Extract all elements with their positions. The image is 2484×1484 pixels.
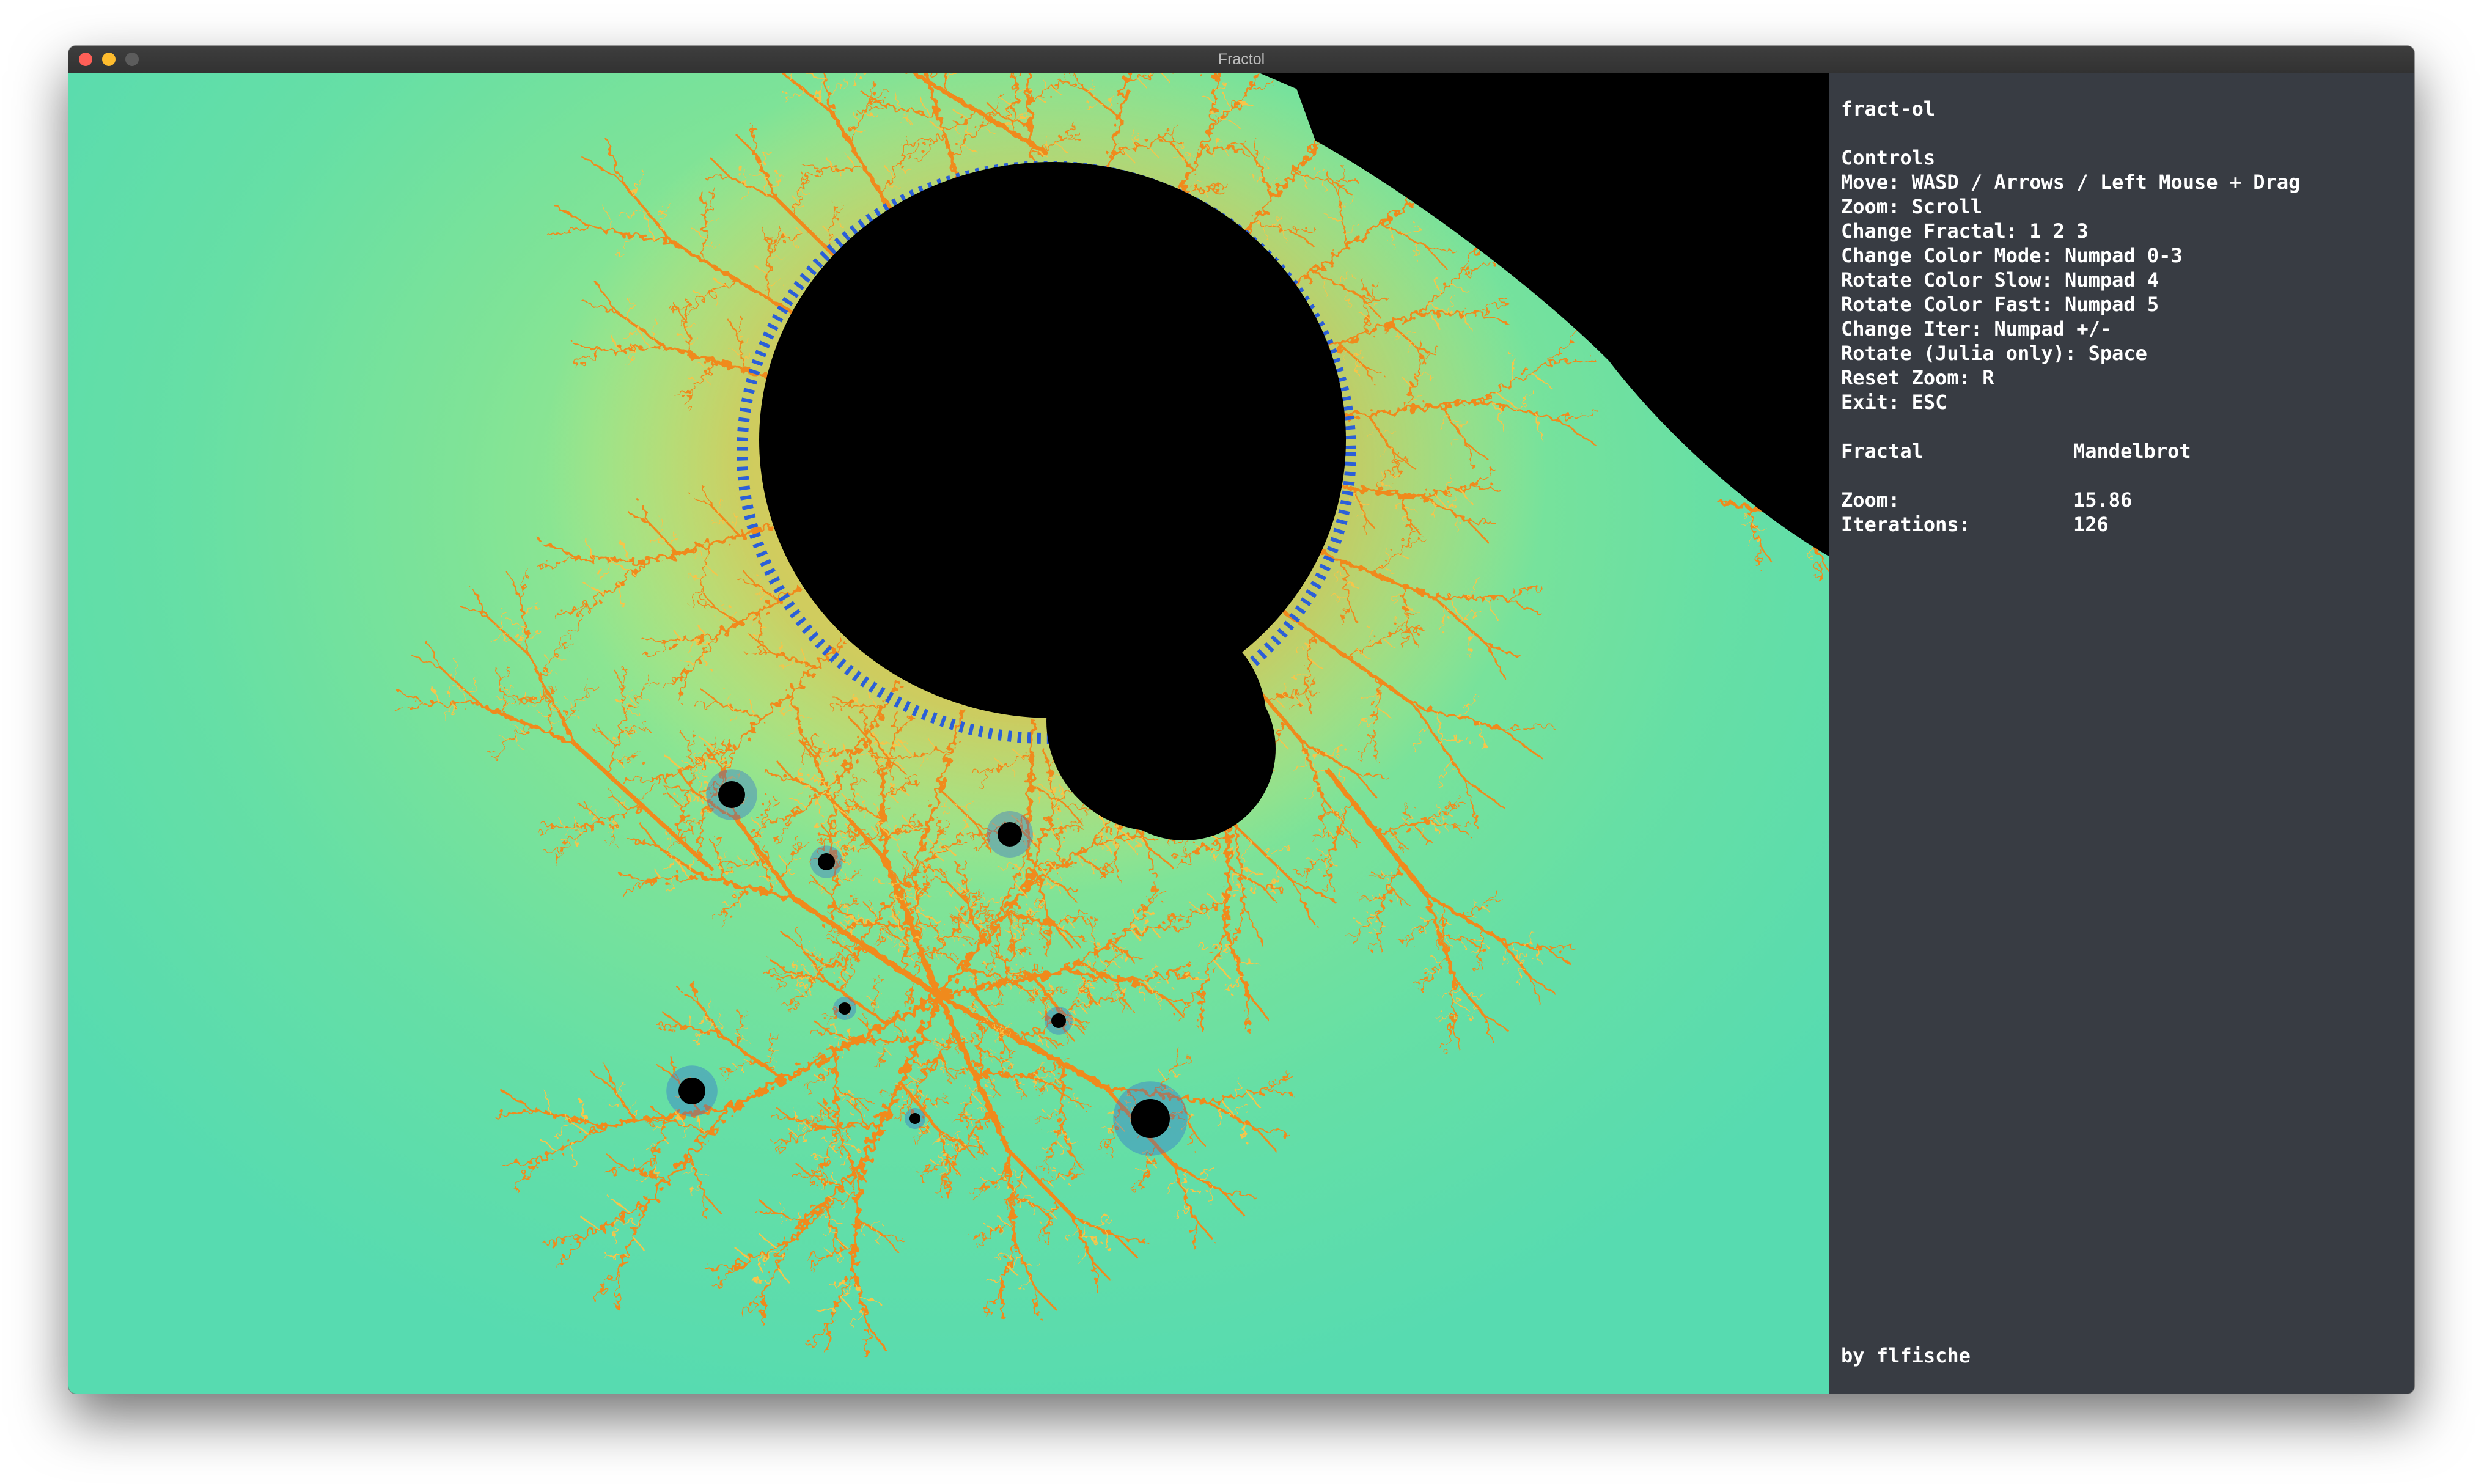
author-credit: by flfische [1841, 1344, 1971, 1367]
app-window: Fractol fract-ol [68, 46, 2414, 1394]
fractal-value: Mandelbrot [2073, 439, 2191, 463]
iterations-label: Iterations: [1841, 513, 1971, 536]
control-rotate-fast: Rotate Color Fast: Numpad 5 [1841, 293, 2159, 316]
fractal-canvas[interactable] [68, 73, 1829, 1394]
control-zoom: Zoom: Scroll [1841, 195, 1983, 218]
window-title: Fractol [1218, 51, 1265, 68]
minimize-button[interactable] [102, 53, 116, 66]
close-button[interactable] [79, 53, 92, 66]
control-exit: Exit: ESC [1841, 391, 1947, 414]
control-iter: Change Iter: Numpad +/- [1841, 317, 2112, 340]
info-panel: fract-ol Controls Move: WASD / Arrows / … [1829, 73, 2414, 1394]
fractal-label: Fractal [1841, 439, 1924, 463]
control-color-mode: Change Color Mode: Numpad 0-3 [1841, 244, 2183, 267]
mandelbrot-set-body [737, 73, 1829, 840]
fractal-filaments [396, 73, 1829, 1358]
control-change-fractal: Change Fractal: 1 2 3 [1841, 219, 2089, 243]
maximize-button[interactable] [125, 53, 139, 66]
fractal-bulbs [666, 769, 1188, 1156]
iterations-value: 126 [2073, 513, 2109, 536]
control-rotate-julia: Rotate (Julia only): Space [1841, 342, 2147, 365]
control-move: Move: WASD / Arrows / Left Mouse + Drag [1841, 171, 2301, 194]
controls-heading: Controls [1841, 146, 1936, 169]
zoom-label: Zoom: [1841, 488, 1900, 512]
zoom-value: 15.86 [2073, 488, 2133, 512]
control-rotate-slow: Rotate Color Slow: Numpad 4 [1841, 268, 2159, 292]
control-reset-zoom: Reset Zoom: R [1841, 366, 1994, 389]
mandelbrot-render [396, 73, 1829, 1358]
title-bar[interactable]: Fractol [68, 46, 2414, 73]
app-name: fract-ol [1841, 97, 1936, 120]
